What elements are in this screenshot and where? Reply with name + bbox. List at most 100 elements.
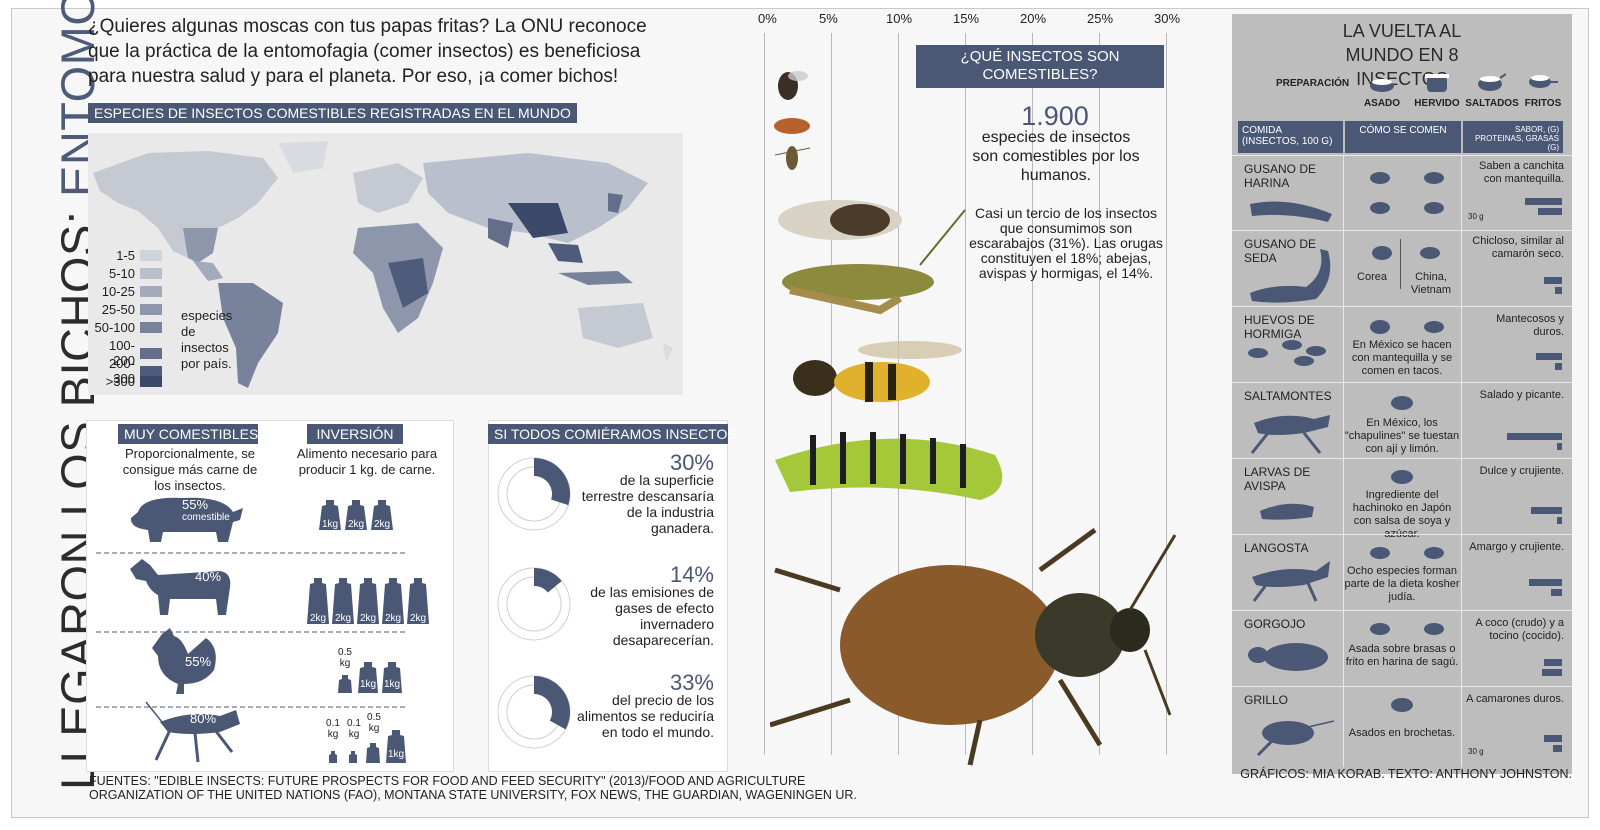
- stat-pct: 33%: [669, 670, 714, 695]
- prep-icons: [1370, 623, 1444, 635]
- weight-icon: [407, 578, 429, 624]
- muy-header: MUY COMESTIBLES...: [118, 424, 270, 444]
- stat-text: del precio de los alimentos se reduciría…: [577, 692, 714, 740]
- vuelta-panel: LA VUELTA AL MUNDO EN 8 INSECTOS PREPARA…: [1232, 14, 1572, 774]
- fat-bar: [1551, 589, 1562, 596]
- grasshopper-icon: [782, 209, 966, 315]
- small-beetle-icon: [774, 118, 810, 134]
- legend-item: 10-25: [93, 284, 162, 299]
- si-todos-panel: [488, 420, 728, 772]
- scale-label: 30 g: [1468, 212, 1484, 221]
- axis-tick: 20%: [1020, 11, 1047, 26]
- insect-taste: Saben a canchita con mantequilla.: [1478, 160, 1564, 185]
- weight-icon: [358, 662, 378, 693]
- insect-name: GUSANO DE HARINA: [1244, 162, 1317, 190]
- insect-how: Ingrediente del hachinoko en Japón con s…: [1352, 489, 1452, 540]
- weight-label: 2kg: [409, 613, 427, 624]
- stat-text: de la superficie terrestre descansaría d…: [581, 472, 714, 536]
- stat-text: de las emisiones de gases de efecto inve…: [590, 584, 714, 648]
- method-label: HERVIDO: [1414, 98, 1460, 109]
- pig-pct: 55%: [182, 497, 209, 512]
- protein-bar: [1543, 277, 1562, 284]
- protein-bar: [1525, 198, 1562, 205]
- roast-icon: [1391, 396, 1413, 410]
- insect-taste: Salado y picante.: [1479, 389, 1564, 401]
- fat-bar: [1541, 669, 1562, 676]
- weight-icon: [338, 675, 352, 693]
- insect-row: GORGOJO Asada sobre brasas o frito en ha…: [1232, 610, 1572, 686]
- col-como: CÓMO SE COMEN: [1345, 121, 1461, 153]
- weight-icon: [319, 500, 341, 530]
- prep-label: PREPARACIÓN: [1276, 78, 1350, 89]
- mealworm-icon: [1250, 201, 1332, 222]
- chicken-icon: [152, 628, 216, 694]
- species-count: 1.900: [1021, 101, 1089, 131]
- donut-chart-2: [497, 567, 571, 641]
- boil-icon: [1425, 74, 1449, 92]
- how-left: Corea: [1357, 271, 1387, 283]
- insect-how: Asados en brochetas.: [1348, 727, 1456, 739]
- protein-bar: [1530, 507, 1562, 514]
- axis-tick: 0%: [758, 11, 777, 26]
- weight-icon: [332, 578, 354, 624]
- weight-icon: [357, 578, 379, 624]
- weight-label: 1kg: [321, 519, 339, 530]
- pig-icon: [130, 497, 243, 542]
- donut-fill: [534, 568, 562, 593]
- weight-label: 0.1 kg: [347, 718, 361, 740]
- roast-icon: [1391, 698, 1413, 712]
- weight-icon: [382, 662, 402, 693]
- cicada-icon: [778, 200, 902, 240]
- protein-bar: [1536, 353, 1562, 360]
- axis-tick: 15%: [953, 11, 980, 26]
- ant-eggs-icon: [1248, 340, 1326, 366]
- insect-name: HUEVOS DE HORMIGA: [1244, 313, 1315, 341]
- weight-label: 1kg: [359, 679, 377, 690]
- insect-taste: A camarones duros.: [1466, 693, 1564, 705]
- weight-label: 2kg: [347, 519, 365, 530]
- cow-pct: 40%: [195, 569, 222, 584]
- axis-tick: 30%: [1154, 11, 1181, 26]
- insect-row: LARVAS DE AVISPA Ingrediente del hachino…: [1232, 458, 1572, 540]
- beetle-icon: [770, 527, 1177, 766]
- insect-row: HUEVOS DE HORMIGA En México se hacen con…: [1232, 306, 1572, 382]
- insect-name: GORGOJO: [1244, 617, 1306, 631]
- credits: GRÁFICOS: MIA KORAB. TEXTO: ANTHONY JOHN…: [1240, 767, 1572, 781]
- cow-icon: [130, 559, 231, 615]
- prep-icons: [1370, 172, 1444, 214]
- insect-name: LANGOSTA: [1244, 541, 1309, 555]
- method-label: FRITOS: [1524, 98, 1562, 109]
- prep-icons: [1370, 547, 1444, 559]
- insect-taste: Amargo y crujiente.: [1469, 541, 1564, 553]
- insect-row: GUSANO DE SEDA Corea China, Vietnam Chic…: [1232, 230, 1572, 306]
- species-detail: Casi un tercio de los insectos que consu…: [969, 205, 1163, 281]
- weight-icon: [366, 743, 380, 763]
- weight-label: 2kg: [309, 613, 327, 624]
- prep-icons: [1370, 320, 1444, 334]
- weight-label: 2kg: [359, 613, 377, 624]
- inversion-text: Alimento necesario para producir 1 kg. d…: [296, 446, 438, 477]
- insect-how: En México, los "chapulines" se tuestan c…: [1344, 417, 1460, 455]
- fat-bar: [1554, 363, 1562, 370]
- axis-tick: 5%: [819, 11, 838, 26]
- donut-fill: [534, 458, 570, 506]
- boil-icon: [1391, 470, 1413, 484]
- fat-bar: [1538, 208, 1562, 215]
- insect-how: En México se hacen con mantequilla y se …: [1351, 339, 1453, 377]
- weight-label: 0.5 kg: [338, 647, 352, 669]
- inversion-header: INVERSIÓN: [307, 424, 403, 444]
- axis-tick: 10%: [886, 11, 913, 26]
- legend-item: 5-10: [93, 266, 162, 281]
- insect-taste: Chicloso, similar al camarón seco.: [1472, 235, 1564, 260]
- insect-how: Asada sobre brasas o frito en harina de …: [1345, 643, 1459, 668]
- insect-name: GRILLO: [1244, 693, 1289, 707]
- protein-bar: [1529, 579, 1562, 586]
- legend-item: 200-300: [93, 356, 162, 386]
- grasshopper-icon: [1250, 415, 1330, 454]
- weight-icon: [386, 730, 406, 763]
- weight-icon: [345, 500, 367, 530]
- locust-icon: [1252, 561, 1330, 602]
- weight-label: 0.1 kg: [326, 718, 340, 740]
- weight-label: 0.5 kg: [367, 712, 381, 734]
- weevil-icon: [1248, 643, 1328, 671]
